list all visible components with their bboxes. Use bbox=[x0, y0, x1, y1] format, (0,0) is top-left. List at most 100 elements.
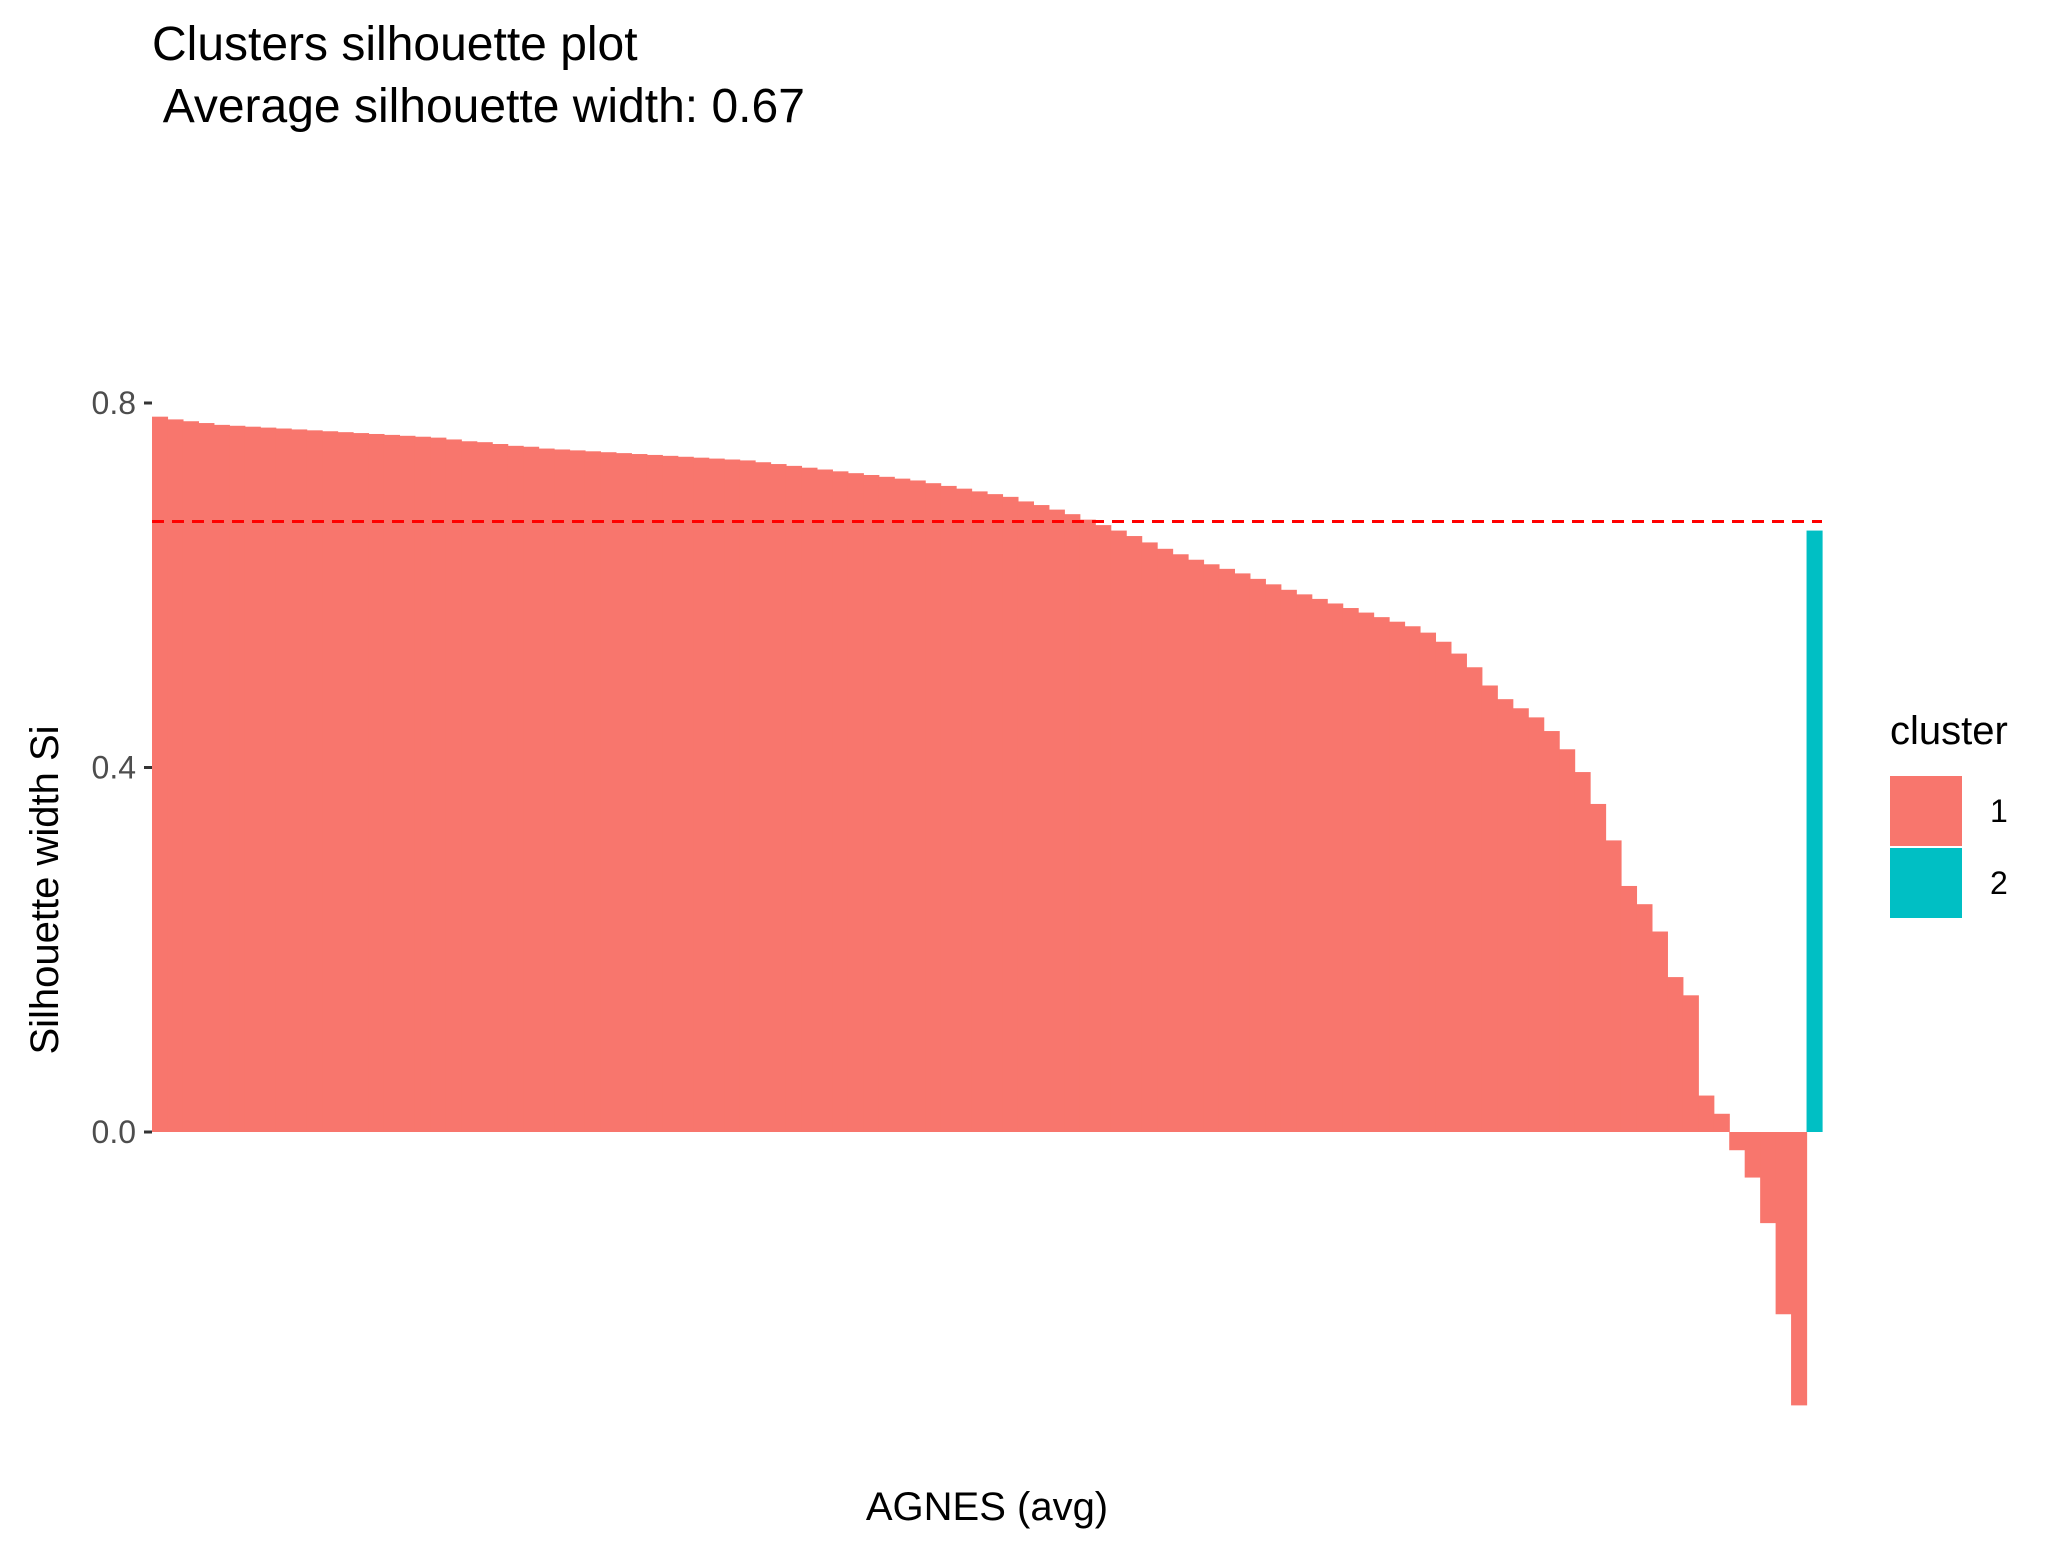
silhouette-bar-cluster-1 bbox=[1048, 509, 1065, 1132]
silhouette-bar-cluster-1 bbox=[569, 450, 586, 1132]
silhouette-bar-cluster-1 bbox=[291, 429, 308, 1132]
silhouette-bar-cluster-1 bbox=[182, 421, 199, 1133]
silhouette-bar-cluster-1 bbox=[1033, 505, 1050, 1132]
silhouette-bar-cluster-1 bbox=[1590, 803, 1607, 1132]
silhouette-bar-cluster-1 bbox=[445, 439, 462, 1132]
silhouette-bar-cluster-1 bbox=[1559, 749, 1576, 1132]
silhouette-bar-cluster-1 bbox=[615, 453, 632, 1132]
silhouette-bar-cluster-1 bbox=[1203, 564, 1220, 1132]
silhouette-bar-cluster-1 bbox=[1760, 1132, 1777, 1224]
silhouette-bar-cluster-1 bbox=[755, 462, 772, 1133]
legend: cluster 1 2 bbox=[1890, 709, 2008, 918]
silhouette-bar-cluster-1 bbox=[260, 427, 277, 1133]
silhouette-bar-cluster-1 bbox=[1327, 603, 1344, 1132]
silhouette-bar-cluster-2 bbox=[1806, 530, 1823, 1132]
chart-title: Clusters silhouette plot bbox=[152, 18, 638, 71]
silhouette-bar-cluster-1 bbox=[1079, 519, 1096, 1132]
x-axis-title: AGNES (avg) bbox=[866, 1485, 1108, 1529]
silhouette-bar-cluster-1 bbox=[198, 423, 215, 1132]
silhouette-bar-cluster-1 bbox=[1528, 717, 1545, 1132]
legend-swatch-cluster-1 bbox=[1890, 776, 1962, 846]
silhouette-bar-cluster-1 bbox=[1651, 931, 1668, 1132]
silhouette-bar-cluster-1 bbox=[1698, 1095, 1715, 1132]
silhouette-bar-cluster-1 bbox=[693, 457, 710, 1132]
silhouette-bar-cluster-1 bbox=[708, 458, 725, 1133]
silhouette-bar-cluster-1 bbox=[1126, 536, 1143, 1132]
silhouette-bar-cluster-1 bbox=[1435, 641, 1452, 1132]
silhouette-bar-cluster-1 bbox=[383, 434, 400, 1132]
silhouette-bar-cluster-1 bbox=[1157, 548, 1174, 1132]
silhouette-bar-cluster-1 bbox=[894, 478, 911, 1132]
silhouette-bar-cluster-1 bbox=[677, 456, 694, 1132]
silhouette-bar-cluster-1 bbox=[554, 449, 571, 1133]
silhouette-bar-cluster-1 bbox=[322, 431, 339, 1132]
silhouette-bar-cluster-1 bbox=[244, 426, 261, 1132]
silhouette-bar-cluster-1 bbox=[1110, 530, 1127, 1132]
silhouette-bar-cluster-1 bbox=[353, 433, 370, 1132]
silhouette-bar-cluster-1 bbox=[1481, 685, 1498, 1132]
silhouette-bar-cluster-1 bbox=[1218, 568, 1235, 1132]
silhouette-bar-cluster-1 bbox=[770, 464, 787, 1132]
silhouette-bar-cluster-1 bbox=[368, 433, 385, 1133]
silhouette-bar-cluster-1 bbox=[1017, 501, 1034, 1132]
silhouette-bar-cluster-1 bbox=[832, 471, 849, 1133]
silhouette-bar-cluster-1 bbox=[1605, 840, 1622, 1132]
silhouette-bar-cluster-1 bbox=[152, 416, 169, 1132]
legend-title: cluster bbox=[1890, 709, 2008, 753]
silhouette-bar-cluster-1 bbox=[646, 454, 663, 1132]
silhouette-bar-cluster-1 bbox=[816, 469, 833, 1132]
chart-subtitle: Average silhouette width: 0.67 bbox=[152, 80, 805, 133]
legend-swatch-cluster-2 bbox=[1890, 848, 1962, 918]
silhouette-bar-cluster-1 bbox=[1311, 598, 1328, 1132]
silhouette-bar-cluster-1 bbox=[229, 425, 246, 1132]
silhouette-bar-cluster-1 bbox=[1373, 617, 1390, 1132]
silhouette-bar-cluster-1 bbox=[1713, 1113, 1730, 1132]
silhouette-bar-cluster-1 bbox=[1404, 626, 1421, 1132]
silhouette-bar-cluster-1 bbox=[1095, 525, 1112, 1132]
silhouette-bar-cluster-1 bbox=[461, 441, 478, 1132]
silhouette-bar-cluster-1 bbox=[1620, 885, 1638, 1132]
silhouette-bar-cluster-1 bbox=[987, 494, 1004, 1133]
silhouette-bar-cluster-1 bbox=[476, 442, 493, 1132]
silhouette-bar-cluster-1 bbox=[1466, 667, 1483, 1132]
silhouette-bar-cluster-1 bbox=[925, 483, 942, 1132]
silhouette-bar-cluster-1 bbox=[1188, 559, 1205, 1132]
silhouette-bar-cluster-1 bbox=[584, 451, 602, 1132]
silhouette-bar-cluster-1 bbox=[538, 448, 555, 1132]
silhouette-bar-cluster-1 bbox=[523, 446, 540, 1132]
silhouette-bar-cluster-1 bbox=[1249, 578, 1266, 1132]
silhouette-bar-cluster-1 bbox=[492, 444, 509, 1132]
silhouette-bar-cluster-1 bbox=[878, 476, 895, 1132]
y-axis: 0.0 0.4 0.8 bbox=[92, 385, 152, 1150]
silhouette-bar-cluster-1 bbox=[414, 436, 431, 1133]
silhouette-bar-cluster-1 bbox=[1543, 731, 1560, 1132]
silhouette-bar-cluster-1 bbox=[1342, 608, 1359, 1132]
silhouette-bar-cluster-1 bbox=[337, 432, 354, 1132]
y-tick-label: 0.0 bbox=[92, 1114, 136, 1150]
silhouette-bar-cluster-1 bbox=[1512, 708, 1529, 1132]
silhouette-bar-cluster-1 bbox=[940, 485, 957, 1132]
silhouette-bar-cluster-1 bbox=[631, 454, 648, 1132]
silhouette-bar-cluster-1 bbox=[1389, 621, 1406, 1132]
silhouette-bar-cluster-1 bbox=[399, 435, 416, 1132]
silhouette-bar-cluster-1 bbox=[1172, 554, 1189, 1132]
silhouette-bar-cluster-1 bbox=[306, 430, 323, 1133]
silhouette-bar-cluster-1 bbox=[1141, 542, 1158, 1132]
silhouette-bar-cluster-1 bbox=[430, 437, 447, 1132]
silhouette-bar-cluster-1 bbox=[1450, 653, 1467, 1132]
silhouette-bar-cluster-1 bbox=[1744, 1132, 1761, 1178]
silhouette-bar-cluster-1 bbox=[909, 480, 926, 1133]
silhouette-bar-cluster-1 bbox=[1419, 632, 1437, 1132]
silhouette-bar-cluster-1 bbox=[1574, 772, 1591, 1132]
silhouette-bar-cluster-1 bbox=[1265, 584, 1282, 1132]
silhouette-bar-cluster-1 bbox=[801, 467, 818, 1132]
silhouette-bar-cluster-1 bbox=[662, 455, 679, 1133]
silhouette-bar-cluster-1 bbox=[1775, 1132, 1792, 1315]
silhouette-bar-cluster-1 bbox=[1729, 1132, 1746, 1151]
silhouette-bar-cluster-1 bbox=[1280, 589, 1297, 1132]
legend-label-cluster-2: 2 bbox=[1990, 865, 2008, 901]
silhouette-bar-cluster-1 bbox=[971, 491, 988, 1132]
silhouette-bar-cluster-1 bbox=[785, 465, 803, 1132]
y-tick-label: 0.8 bbox=[92, 385, 136, 421]
